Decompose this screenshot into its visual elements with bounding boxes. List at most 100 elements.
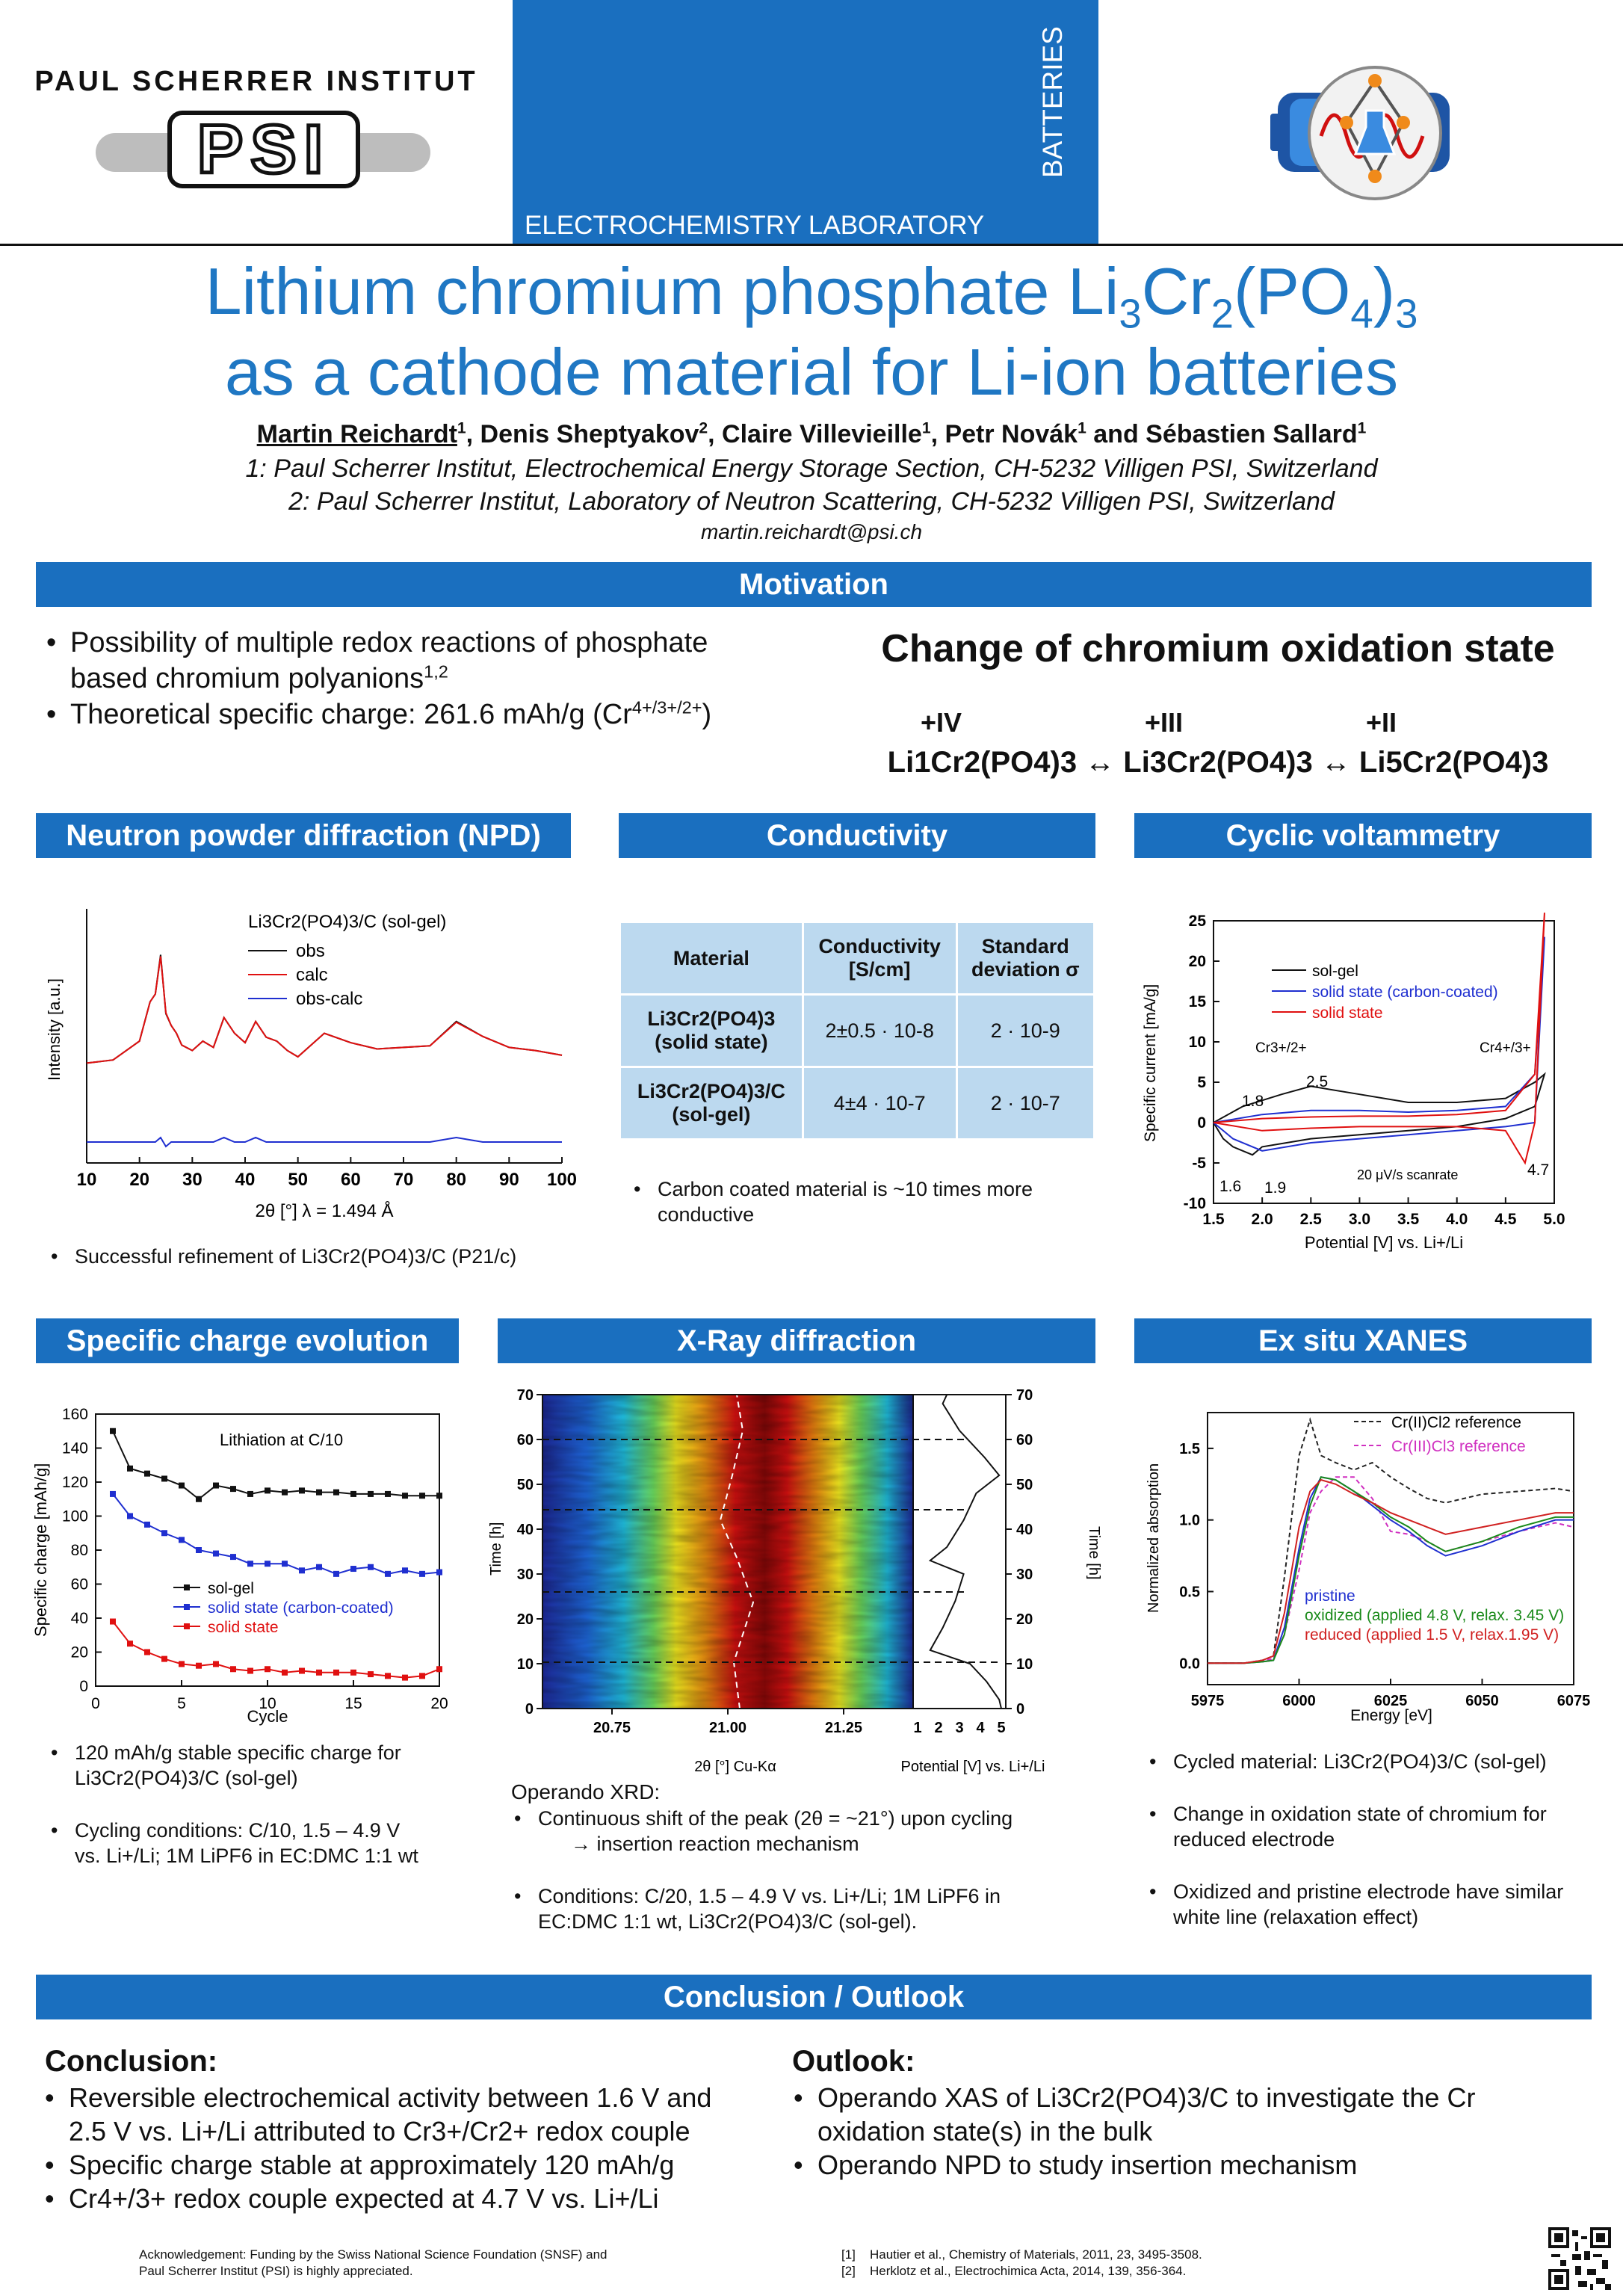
npd-xlabel: 2θ [°] λ = 1.494 Å	[255, 1200, 393, 1221]
sc-point	[161, 1475, 167, 1482]
sc-point	[265, 1666, 270, 1673]
cv-header: Cyclic voltammetry	[1134, 813, 1592, 858]
sc-point	[196, 1496, 202, 1502]
sc-point	[247, 1667, 253, 1674]
xrd-bullet-2: Conditions: C/20, 1.5 – 4.9 V vs. Li+/Li…	[505, 1883, 1103, 1934]
cv-ytick-label: 5	[1197, 1074, 1206, 1091]
header-underline	[0, 244, 1623, 246]
cv-legend-carbon: solid state (carbon-coated)	[1312, 984, 1498, 1001]
xanes-legend-oxidized: oxidized (applied 4.8 V, relax. 3.45 V)	[1305, 1607, 1564, 1624]
sc-point	[333, 1489, 339, 1496]
sc-point	[213, 1550, 219, 1557]
oxidation-title: Change of chromium oxidation state	[881, 627, 1555, 670]
conclusion-bullet-3: Cr4+/3+ redox couple expected at 4.7 V v…	[36, 2182, 791, 2215]
specific-charge-header: Specific charge evolution	[36, 1318, 459, 1363]
cv-legend-solgel: sol-gel	[1312, 963, 1358, 980]
xanes-header: Ex situ XANES	[1134, 1318, 1592, 1363]
xrd-ytick-label: 10	[517, 1656, 534, 1673]
cv-xtick-label: 2.0	[1252, 1211, 1273, 1228]
xrd-ytick-label: 30	[517, 1567, 534, 1583]
conductivity-table: Material Conductivity [S/cm] Standard devi…	[619, 921, 1096, 1141]
npd-legend-diff: obs-calc	[296, 989, 362, 1009]
conclusion-bullets: Reversible electrochemical activity betw…	[36, 2081, 791, 2215]
conductivity-header: Conductivity	[619, 813, 1095, 858]
sc-point	[402, 1674, 408, 1681]
sc-xtick-label: 20	[430, 1695, 448, 1712]
outlook-bullet-1: Operando XAS of Li3Cr2(PO4)3/C to invest…	[785, 2081, 1532, 2148]
xrd-ytick-label: 20	[517, 1611, 534, 1628]
sc-point	[316, 1489, 322, 1496]
xrd-xtick-label: 21.25	[825, 1720, 862, 1736]
cv-xtick-label: 3.5	[1397, 1211, 1420, 1228]
xanes-xtick-label: 6075	[1557, 1693, 1591, 1709]
sc-point	[385, 1490, 391, 1497]
cv-solid-line	[1213, 913, 1545, 1165]
sc-point	[368, 1564, 374, 1570]
sc-xlabel: Cycle	[247, 1707, 288, 1726]
sc-chart-label: Lithiation at C/10	[220, 1431, 343, 1449]
email[interactable]: martin.reichardt@psi.ch	[700, 520, 923, 543]
xrd-chart: 20.75 21.00 21.25 1 2 3 4 5 70 70 60 60 50 50 40 40 30 30…	[488, 1387, 1102, 1775]
xrd-ytick-label-right: 70	[1016, 1387, 1033, 1404]
xrd-xlabel-left: 2θ [°] Cu-Kα	[694, 1759, 776, 1775]
xrd-ptick-label: 2	[934, 1720, 942, 1736]
sc-point	[350, 1490, 356, 1497]
xrd-ytick-label-right: 60	[1016, 1432, 1033, 1448]
xanes-ytick-label: 0.0	[1179, 1655, 1200, 1672]
sc-point	[110, 1490, 116, 1497]
xrd-ylabel-right: Time [h]	[1086, 1526, 1102, 1580]
sc-point	[436, 1666, 442, 1673]
sc-point	[436, 1569, 442, 1576]
conductivity-bullet: Carbon coated material is ~10 times more…	[625, 1176, 1103, 1227]
outlook-title: Outlook:	[792, 2045, 915, 2078]
cv-ann-47: 4.7	[1527, 1161, 1549, 1179]
sc-point	[230, 1554, 236, 1561]
sc-ytick-label: 140	[62, 1440, 88, 1457]
npd-xtick-label: 100	[547, 1170, 577, 1190]
sc-point	[196, 1547, 202, 1553]
npd-legend-obs: obs	[296, 941, 325, 961]
sc-xtick-label: 10	[259, 1695, 276, 1712]
reference-2: [2] Herklotz et al., Electrochimica Acta,…	[841, 2264, 1187, 2278]
npd-xtick-label: 60	[341, 1170, 361, 1190]
sc-point	[161, 1530, 167, 1537]
sc-point	[350, 1566, 356, 1573]
cv-ann-19: 1.9	[1264, 1179, 1286, 1197]
sc-point	[110, 1618, 116, 1625]
xanes-xlabel: Energy [eV]	[1350, 1707, 1432, 1724]
xanes-bullets: Cycled material: Li3Cr2(PO4)3/C (sol-gel…	[1140, 1749, 1596, 1930]
sc-point	[247, 1561, 253, 1567]
sc-point	[179, 1482, 185, 1489]
xanes-ref1-label: Cr(II)Cl2 reference	[1391, 1414, 1521, 1431]
header-divider	[1098, 0, 1110, 244]
npd-bullet: Successful refinement of Li3Cr2(PO4)3/C …	[42, 1244, 580, 1269]
cv-ylabel: Specific current [mA/g]	[1142, 984, 1159, 1142]
npd-legend-title: Li3Cr2(PO4)3/C (sol-gel)	[248, 912, 446, 932]
lab-name: ELECTROCHEMISTRY LABORATORY	[525, 211, 985, 240]
ox-label-iv: +IV	[921, 707, 962, 738]
cv-legend-solid: solid state	[1312, 1004, 1383, 1022]
cv-ytick-label: 25	[1189, 913, 1207, 930]
sc-point	[316, 1669, 322, 1676]
acknowledgement: Acknowledgement: Funding by the Swiss Na…	[139, 2247, 608, 2278]
xrd-ytick-label-right: 30	[1016, 1567, 1033, 1583]
xrd-ptick-label: 3	[955, 1720, 963, 1736]
sc-ytick-label: 120	[62, 1474, 88, 1491]
xrd-peak-trace	[719, 1394, 755, 1709]
npd-xtick-label: 10	[77, 1170, 97, 1190]
sc-bullet-2: Cycling conditions: C/10, 1.5 – 4.9 Vvs.…	[42, 1818, 468, 1868]
npd-legend-calc: calc	[296, 965, 328, 985]
xrd-ytick-label: 70	[517, 1387, 534, 1404]
table-header-row: Material Conductivity [S/cm] Standard devi…	[619, 921, 1096, 996]
cv-xtick-label: 5.0	[1543, 1211, 1565, 1228]
sc-point	[402, 1493, 408, 1499]
sc-point	[333, 1570, 339, 1577]
qr-code-icon[interactable]	[1548, 2227, 1611, 2290]
xrd-ytick-label: 60	[517, 1432, 534, 1448]
xrd-ytick-label-right: 10	[1016, 1656, 1033, 1673]
sc-point	[265, 1487, 270, 1494]
col-material: Material	[619, 921, 804, 996]
cv-ytick-label: 0	[1197, 1114, 1206, 1132]
authors: Martin Reichardt1, Denis Sheptyakov2, Cl…	[256, 419, 1367, 448]
cv-ann-18: 1.8	[1242, 1093, 1264, 1110]
